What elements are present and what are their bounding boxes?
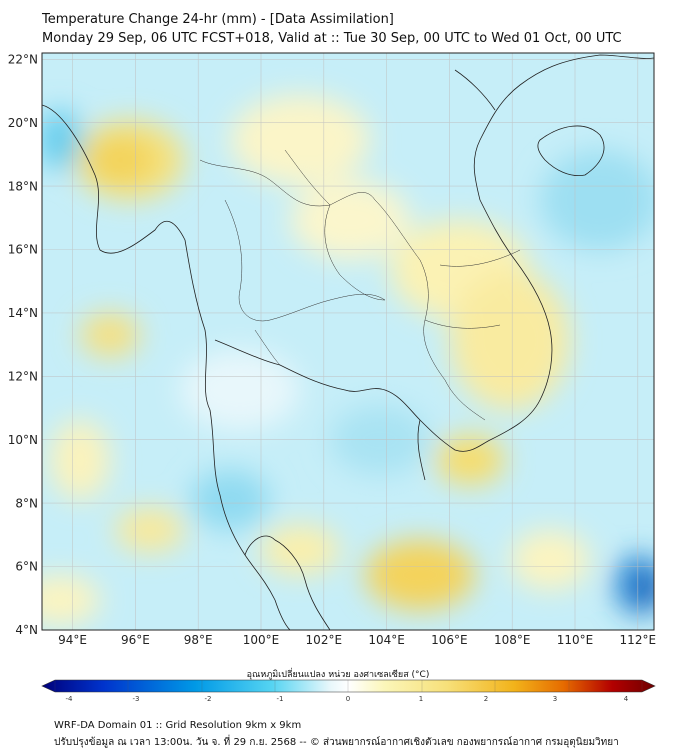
colorbar-tick-label: -2 [205,695,212,703]
lat-tick-label: 6°N [15,560,38,574]
lat-tick-label: 14°N [8,306,38,320]
colorbar-tick-label: -4 [66,695,74,703]
lat-tick-label: 10°N [8,433,38,447]
colorbar-tick-label: 2 [484,695,488,703]
latitude-tick-labels: 22°N 20°N 18°N 16°N 14°N 12°N 10°N 8°N 6… [8,53,38,638]
colorbar-ramp [41,679,656,693]
colorbar-tick-label: 1 [419,695,423,703]
map-frame [41,52,655,631]
lat-tick-label: 8°N [15,496,38,510]
colorbar: -4 -3 -2 -1 0 1 2 3 4 [41,679,656,703]
lon-tick-label: 104°E [368,633,405,647]
lon-tick-label: 110°E [557,633,594,647]
map-subtitle: Monday 29 Sep, 06 UTC FCST+018, Valid at… [42,31,622,46]
lat-tick-label: 18°N [8,179,38,193]
lat-tick-label: 16°N [8,243,38,257]
temperature-field [42,53,654,630]
coastlines [42,54,654,630]
footer-model-info: WRF-DA Domain 01 :: Grid Resolution 9km … [54,720,302,731]
colorbar-tick-label: 0 [346,695,350,703]
lon-tick-label: 96°E [121,633,150,647]
footer-credit: ปรับปรุงข้อมูล ณ เวลา 13:00น. วัน จ. ที่… [54,737,619,748]
lat-tick-label: 20°N [8,116,38,130]
lon-tick-label: 106°E [431,633,468,647]
lon-tick-label: 98°E [184,633,213,647]
colorbar-tick-label: 3 [553,695,557,703]
longitude-tick-labels: 94°E 96°E 98°E 100°E 102°E 104°E 106°E 1… [58,633,656,647]
lon-tick-label: 102°E [306,633,343,647]
colorbar-tick-label: 4 [624,695,629,703]
colorbar-tick-label: -1 [277,695,284,703]
lat-tick-label: 12°N [8,370,38,384]
lat-tick-label: 4°N [15,623,38,637]
lon-tick-label: 100°E [243,633,280,647]
lon-tick-label: 108°E [494,633,531,647]
lat-tick-label: 22°N [8,53,38,67]
lon-tick-label: 112°E [620,633,657,647]
map-title: Temperature Change 24-hr (mm) - [Data As… [42,12,394,27]
lon-tick-label: 94°E [58,633,87,647]
colorbar-label: อุณหภูมิเปลี่ยนแปลง หน่วย องศาเซลเซียส (… [246,670,430,680]
colorbar-tick-label: -3 [133,695,140,703]
admin-borders [199,149,521,421]
